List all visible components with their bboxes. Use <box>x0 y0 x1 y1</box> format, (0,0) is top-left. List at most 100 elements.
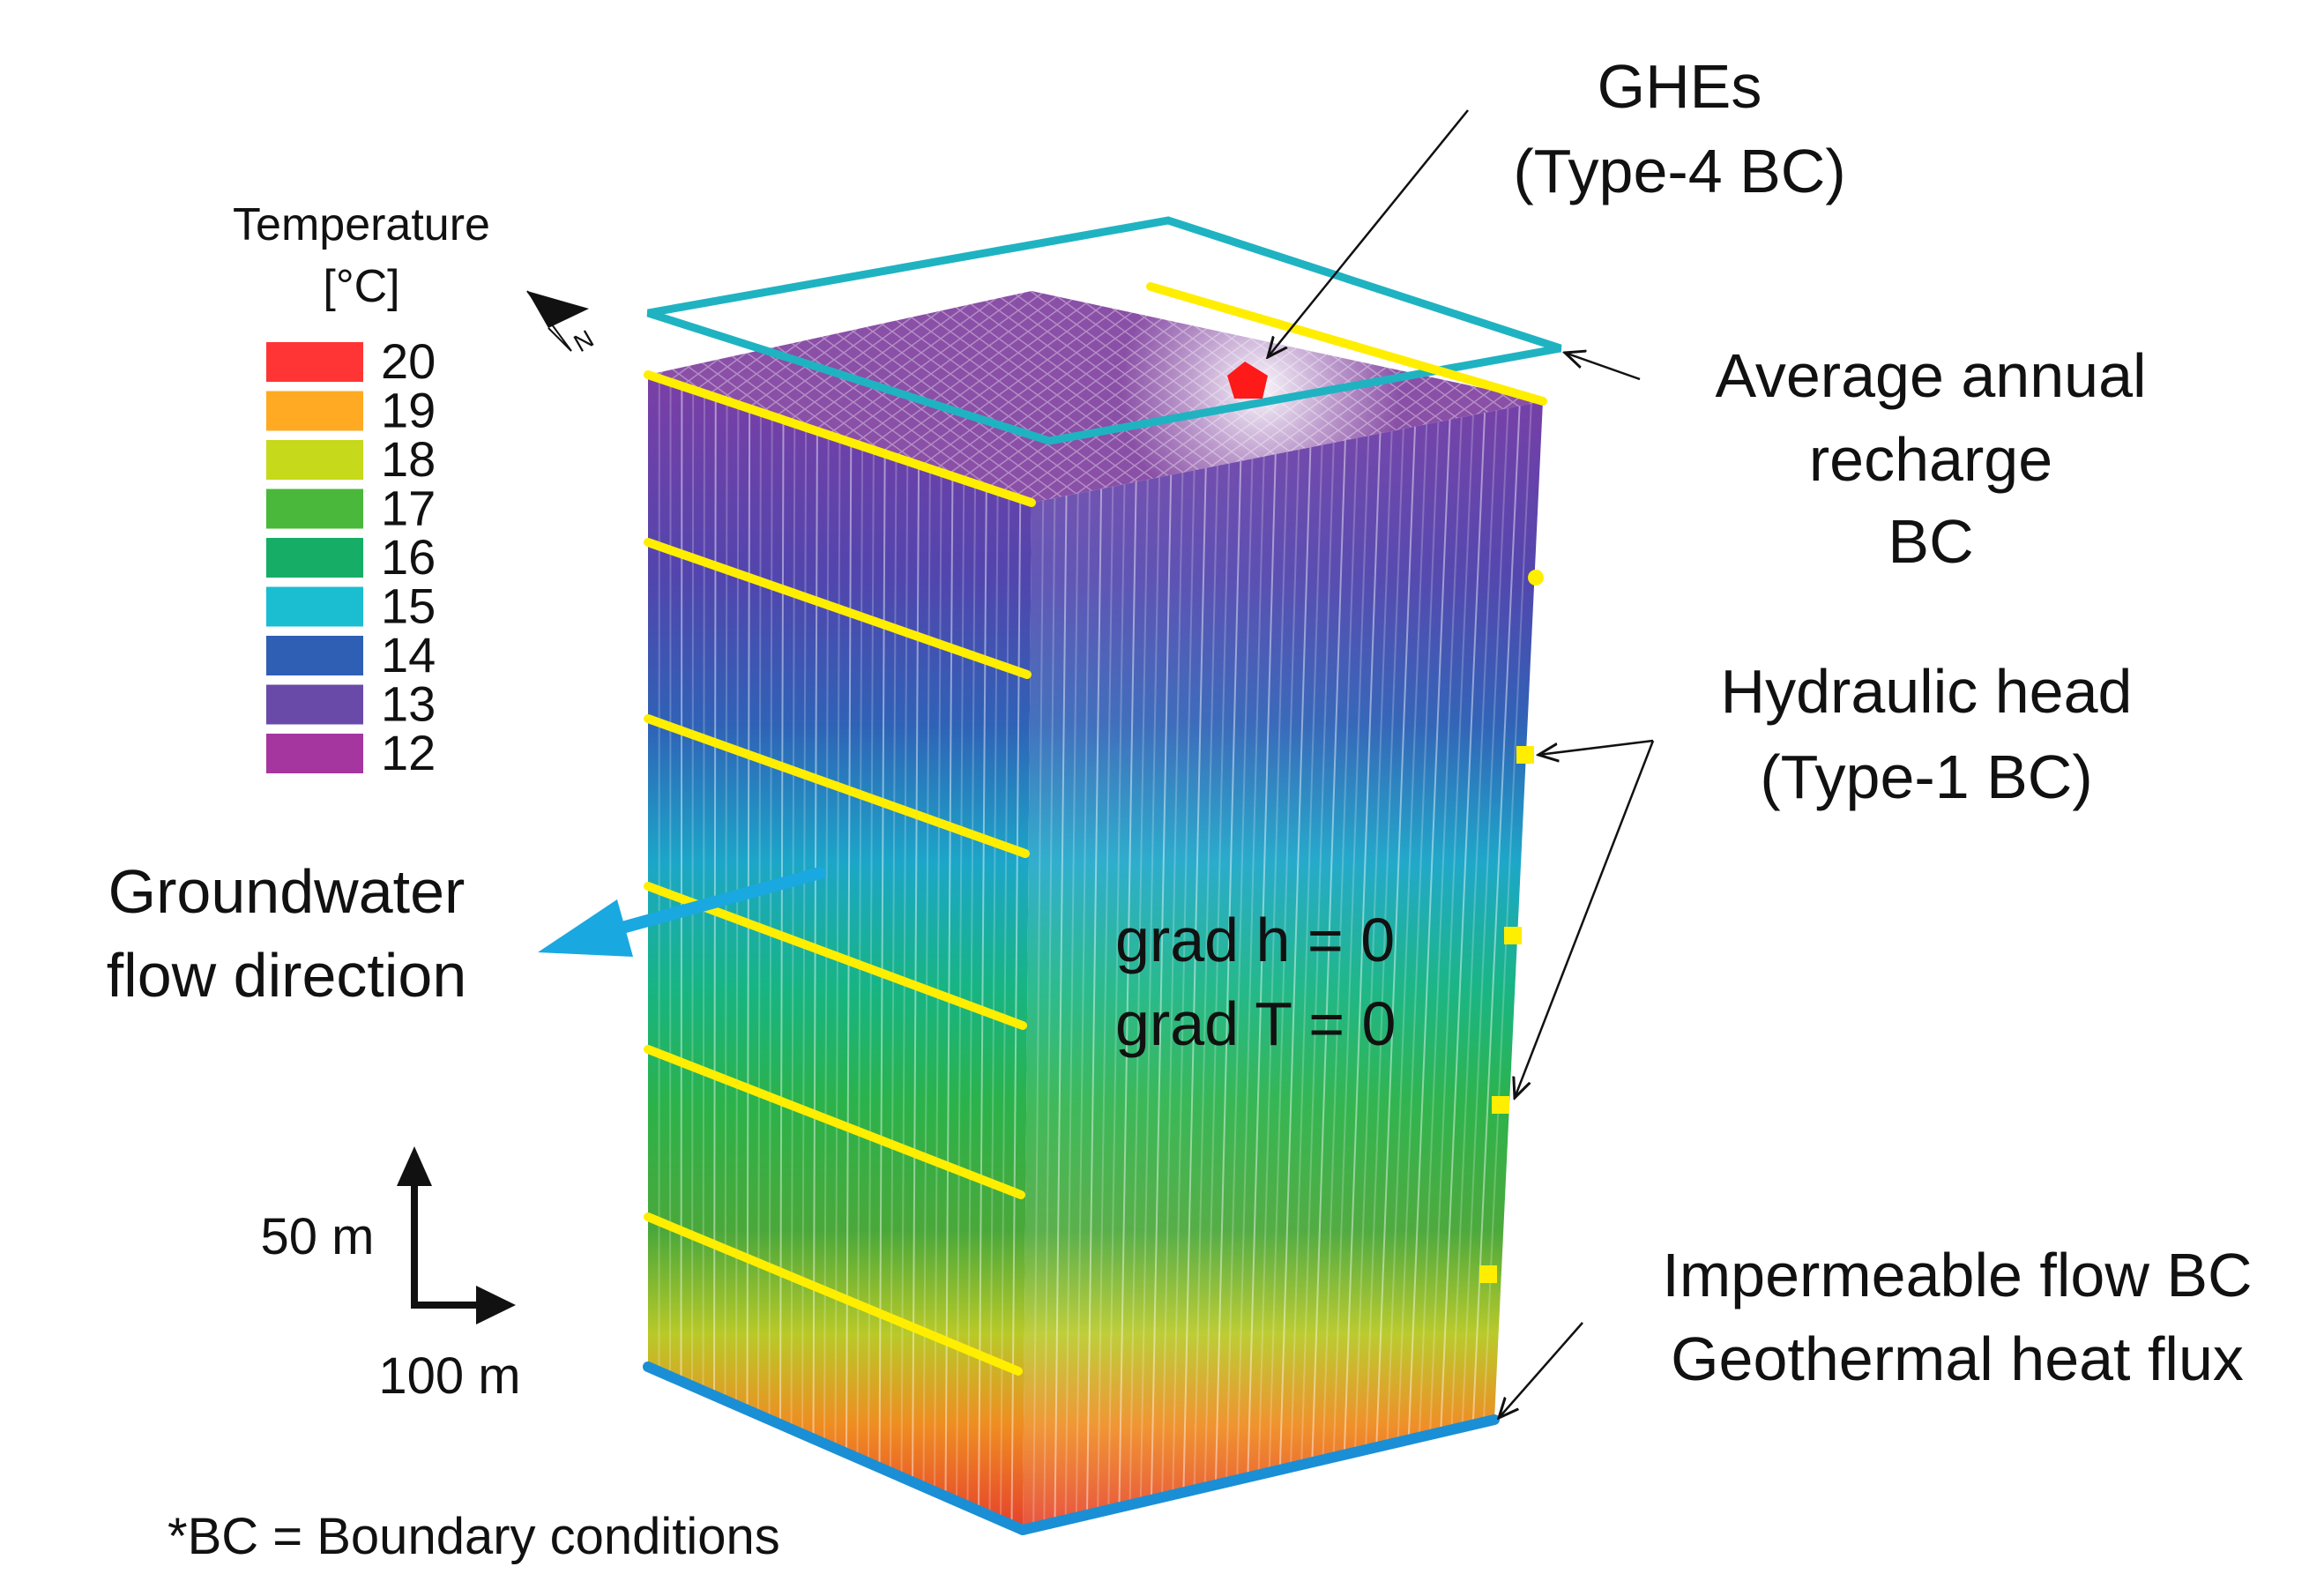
block-top-face <box>648 291 1543 503</box>
legend-swatch <box>266 538 363 578</box>
head-marker <box>1492 1096 1509 1114</box>
bottom-bc-label-2: Geothermal heat flux <box>1671 1324 2244 1393</box>
mesh-line <box>1268 449 1300 1473</box>
head-bc-lines-left <box>644 370 1036 1376</box>
head-bc-markers-right <box>1479 570 1544 1283</box>
mesh-line <box>1236 456 1265 1481</box>
legend-swatch <box>266 734 363 773</box>
north-label: N <box>570 325 599 357</box>
mesh-line <box>1139 477 1160 1503</box>
mesh-line <box>1085 489 1103 1515</box>
grad-t-label: grad T = 0 <box>1115 989 1397 1058</box>
mesh-line <box>1386 424 1428 1445</box>
block-right-face <box>1023 401 1543 1530</box>
recharge-bc-frame <box>646 216 1562 445</box>
mesh-line <box>1064 493 1079 1520</box>
head-label-1: Hydraulic head <box>1721 657 2133 726</box>
head-marker <box>1479 1265 1497 1283</box>
groundwater-label-1: Groundwater <box>108 857 466 926</box>
legend-label: 16 <box>381 529 436 585</box>
legend-unit: [°C] <box>323 261 399 312</box>
legend-swatch <box>266 586 363 627</box>
mesh-line <box>1225 459 1254 1483</box>
legend-label: 20 <box>381 333 436 389</box>
groundwater-flow-arrow <box>538 867 826 957</box>
head-label-2: (Type-1 BC) <box>1760 742 2092 811</box>
legend-label: 18 <box>381 431 436 487</box>
mesh-line <box>1289 444 1323 1468</box>
north-arrow: N <box>526 290 599 357</box>
top-edge-bc-line <box>1146 282 1547 406</box>
mesh-line <box>1461 407 1509 1428</box>
legend-label: 19 <box>381 383 436 438</box>
head-marker <box>1504 927 1522 944</box>
mesh-line <box>1407 419 1451 1440</box>
scale-bar: 50 m 100 m <box>261 1146 521 1405</box>
mesh-line <box>1311 440 1346 1463</box>
mesh-line <box>1300 443 1335 1466</box>
legend-label: 17 <box>381 481 436 536</box>
legend-swatch <box>266 489 363 529</box>
recharge-label-3: BC <box>1888 507 1973 576</box>
mesh-line <box>1107 484 1126 1511</box>
legend-label: 14 <box>381 627 436 683</box>
head-marker <box>1516 746 1534 764</box>
mesh-line <box>1054 496 1068 1523</box>
ghes-type-label: (Type-4 BC) <box>1513 137 1845 205</box>
groundwater-label-2: flow direction <box>107 941 467 1010</box>
mesh-line <box>1322 437 1359 1460</box>
legend-swatch <box>266 342 363 382</box>
mesh-line <box>1418 417 1463 1437</box>
ghes-label: GHEs <box>1598 52 1762 121</box>
legend-title: Temperature <box>233 199 490 250</box>
mesh-line <box>1257 451 1288 1475</box>
ghe-marker <box>1227 362 1268 399</box>
mesh-line <box>1332 436 1370 1458</box>
mesh-line <box>1429 414 1474 1436</box>
mesh-line <box>1118 481 1137 1508</box>
mesh-line <box>1182 467 1207 1493</box>
mesh-line <box>1150 474 1173 1500</box>
head-marker <box>1528 570 1544 586</box>
footnote: *BC = Boundary conditions <box>168 1508 780 1565</box>
recharge-label-1: Average annual <box>1715 341 2146 410</box>
legend-swatch <box>266 636 363 675</box>
legend-swatch <box>266 684 363 725</box>
bottom-bc-label-1: Impermeable flow BC <box>1662 1241 2252 1309</box>
legend-label: 12 <box>381 725 436 780</box>
mesh-line <box>1471 406 1521 1425</box>
legend-label: 15 <box>381 578 436 634</box>
grad-h-label: grad h = 0 <box>1115 906 1395 974</box>
legend-label: 13 <box>381 676 436 732</box>
mesh-line <box>1247 454 1277 1478</box>
base-bc-edge <box>643 1361 1500 1535</box>
mesh-line <box>1375 426 1416 1448</box>
mesh-line <box>1440 413 1486 1433</box>
mesh-line <box>1482 403 1532 1422</box>
mesh-line <box>1214 460 1242 1485</box>
mesh-line <box>1097 486 1114 1513</box>
mesh-line <box>1161 473 1184 1498</box>
mesh-line <box>1397 421 1440 1443</box>
mesh-line <box>1032 500 1045 1528</box>
mesh-line <box>1278 447 1312 1470</box>
recharge-label-2: recharge <box>1809 425 2052 494</box>
leader-lines <box>1268 109 1655 1418</box>
mesh-line <box>1353 430 1393 1452</box>
mesh-line <box>1075 490 1091 1518</box>
legend-swatch <box>266 391 363 431</box>
legend-swatch <box>266 440 363 480</box>
mesh-line <box>1172 470 1196 1496</box>
scale-horizontal-label: 100 m <box>378 1347 520 1405</box>
mesh-line <box>1128 479 1149 1505</box>
mesh-line <box>1193 466 1218 1490</box>
scale-vertical-label: 50 m <box>261 1208 375 1265</box>
mesh-line <box>1043 497 1056 1526</box>
mesh-line <box>1365 429 1404 1451</box>
mesh-line <box>1450 410 1498 1430</box>
mesh-lines-right <box>1032 403 1532 1528</box>
mesh-line <box>1343 433 1382 1455</box>
